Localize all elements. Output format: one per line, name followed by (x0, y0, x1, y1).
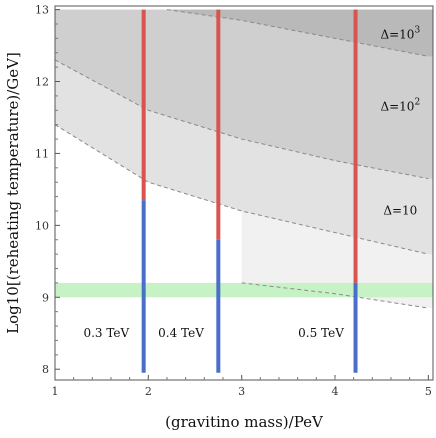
green-band (55, 282, 433, 298)
y-tick-label: 8 (42, 363, 49, 376)
contour-line-1 (55, 59, 429, 180)
region-label-1: Δ=102 (380, 97, 420, 113)
mass-label-2: 0.5 TeV (298, 326, 344, 340)
region-label-2: Δ=10 (383, 204, 417, 218)
vertical-lines (141, 9, 358, 373)
x-tick-label: 5 (425, 385, 432, 398)
y-tick-label: 10 (35, 219, 49, 232)
x-axis-title: (gravitino mass)/PeV (165, 413, 324, 431)
y-axis-title: Log10[(reheating temperature)/GeV] (4, 52, 22, 334)
x-tick-label: 4 (332, 385, 339, 398)
contour-line-2 (55, 124, 429, 255)
delta-regions (55, 9, 433, 309)
x-tick-label: 1 (52, 385, 59, 398)
region-label-0: Δ=103 (380, 25, 420, 41)
y-tick-label: 13 (35, 4, 49, 17)
mass-label-1: 0.4 TeV (158, 326, 204, 340)
contour-lines (55, 9, 429, 309)
green-band-rect (55, 282, 433, 298)
x-tick-label: 2 (145, 385, 152, 398)
y-tick-label: 9 (42, 291, 49, 304)
region-fill-0 (167, 9, 433, 57)
plot-frame (54, 5, 434, 381)
mass-label-0: 0.3 TeV (83, 326, 129, 340)
region-fill-1 (55, 9, 433, 179)
contour-line-3 (241, 282, 429, 309)
y-tick-label: 11 (35, 147, 49, 160)
annotations: Δ=103 Δ=102 Δ=10 0.3 TeV 0.4 TeV 0.5 TeV (83, 25, 420, 339)
contour-line-0 (166, 9, 429, 57)
x-tick-label: 3 (238, 385, 245, 398)
y-tick-label: 12 (35, 76, 49, 89)
